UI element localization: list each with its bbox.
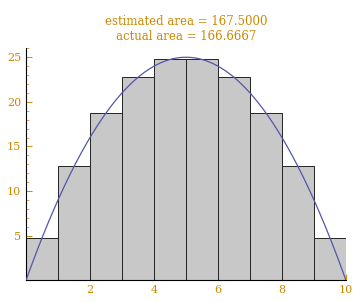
Bar (58, 166, 90, 280)
Bar (26, 238, 58, 280)
Title: estimated area = 167.5000
actual area = 166.6667: estimated area = 167.5000 actual area = … (105, 15, 267, 43)
Bar (154, 59, 186, 280)
Bar (186, 59, 218, 280)
Bar (90, 113, 122, 280)
Bar (282, 166, 314, 280)
Bar (122, 77, 154, 280)
Bar (250, 113, 282, 280)
Bar (218, 77, 250, 280)
Bar (314, 238, 346, 280)
